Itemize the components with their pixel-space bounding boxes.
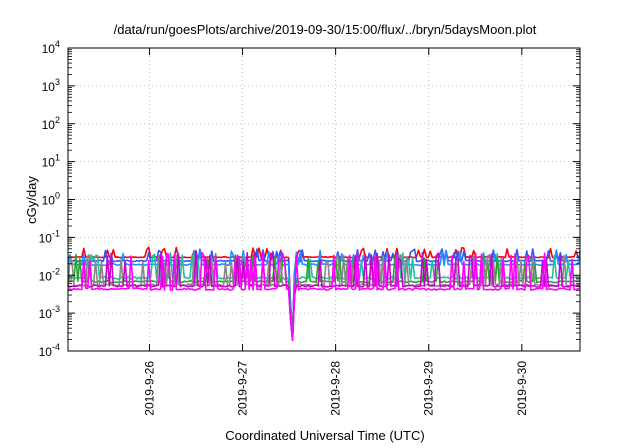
y-tick-label: 104 [42, 39, 60, 56]
y-tick-label: 103 [42, 77, 60, 94]
x-tick-label: 2019-9-28 [329, 361, 343, 416]
x-tick-label: 2019-9-30 [515, 361, 529, 416]
x-axis-label: Coordinated Universal Time (UTC) [225, 428, 424, 443]
y-tick-label: 10-4 [39, 342, 60, 359]
x-tick-label: 2019-9-27 [236, 361, 250, 416]
y-tick-label: 100 [42, 191, 60, 208]
y-tick-label: 10-3 [39, 304, 60, 321]
x-tick-label: 2019-9-29 [422, 361, 436, 416]
y-tick-label: 10-2 [39, 266, 60, 283]
series-line-3 [67, 249, 581, 338]
y-tick-label: 101 [42, 153, 60, 170]
x-tick-label: 2019-9-26 [142, 361, 156, 416]
series-line-7 [67, 251, 581, 341]
y-axis-ticks: 10-4 10-3 10-2 10-1 100 101 102 103 104 [39, 39, 580, 359]
series-line-8 [67, 251, 581, 342]
grid [68, 48, 580, 351]
x-axis-ticks: 2019-9-26 2019-9-27 2019-9-28 2019-9-29 2019… [142, 48, 529, 416]
y-tick-label: 102 [42, 115, 60, 132]
chart-title: /data/run/goesPlots/archive/2019-09-30/1… [114, 22, 537, 37]
y-axis-label: cGy/day [24, 176, 39, 224]
y-tick-label: 10-1 [39, 228, 60, 245]
series-layer [67, 246, 581, 342]
